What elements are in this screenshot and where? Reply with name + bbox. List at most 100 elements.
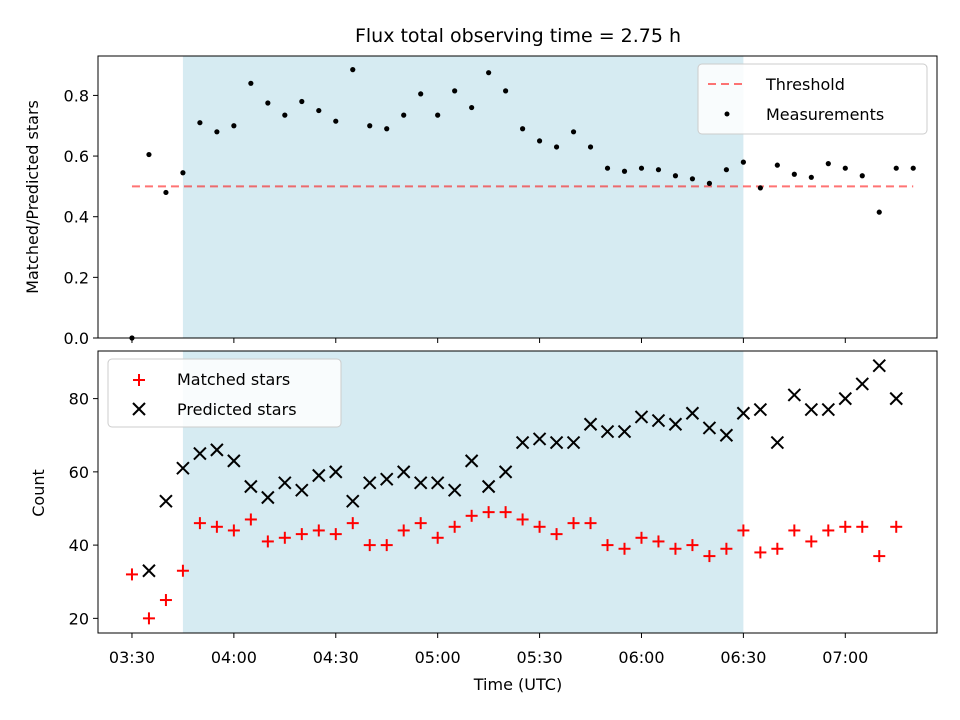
measurement-point bbox=[655, 167, 662, 173]
measurement-point bbox=[146, 151, 152, 158]
predicted-star-point bbox=[227, 454, 241, 468]
matched-star-point bbox=[805, 535, 818, 548]
bottom-y-tick-label: 20 bbox=[69, 609, 89, 628]
predicted-star-point bbox=[821, 402, 836, 417]
predicted-star-point bbox=[176, 461, 190, 475]
measurement-point bbox=[265, 100, 271, 106]
measurement-point bbox=[638, 165, 645, 171]
predicted-star-point bbox=[261, 490, 275, 505]
legend-predicted-swatch bbox=[132, 402, 146, 416]
matched-star-point bbox=[703, 550, 716, 563]
predicted-star-point bbox=[430, 476, 445, 490]
x-tick-label: 04:00 bbox=[211, 648, 257, 667]
legend-matched-label: Matched stars bbox=[177, 370, 290, 389]
top-y-tick-label: 0.2 bbox=[64, 268, 89, 287]
matched-star-point bbox=[312, 524, 325, 537]
matched-star-point bbox=[499, 506, 512, 519]
measurement-point bbox=[604, 165, 611, 171]
predicted-star-point bbox=[498, 465, 513, 479]
measurement-point bbox=[740, 159, 746, 165]
legend-matched-swatch bbox=[133, 374, 145, 386]
measurement-point bbox=[570, 129, 577, 135]
predicted-star-point bbox=[464, 454, 479, 468]
predicted-star-point bbox=[159, 494, 173, 508]
measurement-point bbox=[876, 209, 882, 215]
matched-star-point bbox=[601, 539, 614, 552]
legend-threshold-label: Threshold bbox=[765, 75, 845, 94]
measurement-point bbox=[503, 88, 509, 94]
bottom-legend-box bbox=[107, 358, 342, 428]
matched-star-point bbox=[448, 520, 461, 533]
predicted-star-point bbox=[668, 417, 683, 431]
legend-measurements-label: Measurements bbox=[766, 105, 884, 124]
x-axis-label: Time (UTC) bbox=[473, 675, 562, 694]
matched-star-point bbox=[839, 520, 852, 533]
matched-star-point bbox=[567, 517, 580, 530]
measurement-point bbox=[333, 118, 339, 124]
measurement-point bbox=[536, 138, 543, 144]
predicted-star-point bbox=[210, 443, 224, 457]
matched-star-point bbox=[210, 520, 223, 533]
measurement-point bbox=[621, 168, 628, 174]
predicted-star-point bbox=[329, 465, 343, 479]
top-shaded-region bbox=[182, 56, 744, 338]
top-legend-box bbox=[697, 63, 928, 135]
measurement-point bbox=[469, 104, 475, 111]
matched-star-point bbox=[533, 520, 546, 533]
x-tick-label: 06:30 bbox=[720, 648, 766, 667]
top-y-tick-label: 0.8 bbox=[64, 86, 89, 105]
measurement-point bbox=[842, 165, 848, 171]
matched-star-point bbox=[193, 517, 206, 530]
predicted-star-point bbox=[702, 421, 717, 435]
measurement-point bbox=[519, 126, 526, 132]
matched-star-point bbox=[754, 546, 767, 559]
x-tick-label: 04:30 bbox=[313, 648, 359, 667]
measurement-point bbox=[774, 162, 780, 168]
measurement-point bbox=[587, 144, 594, 150]
top-panel: 0.00.20.40.60.8 Matched/Predicted stars … bbox=[23, 55, 938, 348]
measurement-point bbox=[689, 176, 696, 182]
measurement-point bbox=[214, 129, 220, 135]
predicted-star-point bbox=[566, 435, 581, 450]
matched-star-point bbox=[686, 539, 699, 552]
matched-star-point bbox=[482, 506, 495, 519]
predicted-star-point bbox=[600, 424, 615, 439]
measurement-point bbox=[197, 120, 203, 126]
predicted-star-point bbox=[380, 472, 394, 486]
predicted-star-point bbox=[295, 483, 309, 497]
matched-star-point bbox=[465, 509, 478, 522]
predicted-star-point bbox=[719, 428, 734, 442]
predicted-star-point bbox=[363, 476, 377, 490]
matched-star-point bbox=[176, 564, 189, 577]
matched-star-point bbox=[125, 568, 138, 581]
predicted-star-point bbox=[617, 424, 632, 439]
measurement-point bbox=[553, 144, 560, 150]
bottom-plot-frame bbox=[97, 350, 938, 634]
matched-star-point bbox=[652, 535, 665, 548]
predicted-star-point bbox=[346, 494, 360, 508]
legend-predicted-label: Predicted stars bbox=[177, 400, 297, 419]
predicted-star-point bbox=[312, 468, 326, 483]
measurement-point bbox=[859, 173, 865, 179]
matched-star-point bbox=[363, 539, 376, 552]
predicted-star-point bbox=[736, 406, 751, 420]
measurement-point bbox=[282, 112, 288, 118]
measurement-point bbox=[808, 174, 814, 180]
top-plot-frame bbox=[97, 55, 938, 339]
matched-star-point bbox=[380, 539, 393, 552]
matched-star-point bbox=[142, 612, 155, 625]
predicted-star-point bbox=[651, 413, 666, 428]
predicted-star-point bbox=[770, 435, 785, 450]
matched-star-point bbox=[737, 524, 750, 537]
measurement-point bbox=[367, 123, 373, 129]
measurement-point bbox=[418, 91, 424, 97]
bottom-panel: 20 40 60 80 03:30 04:00 04:30 05:00 05:30 06:00 0… bbox=[29, 350, 938, 694]
measurement-point bbox=[316, 107, 322, 114]
matched-star-point bbox=[771, 542, 784, 555]
matched-star-point bbox=[261, 535, 274, 548]
top-legend: Threshold Measurements bbox=[697, 63, 928, 135]
x-tick-label: 06:00 bbox=[618, 648, 664, 667]
measurement-point bbox=[163, 189, 169, 196]
measurement-point bbox=[384, 126, 390, 132]
matched-star-point bbox=[635, 531, 648, 544]
